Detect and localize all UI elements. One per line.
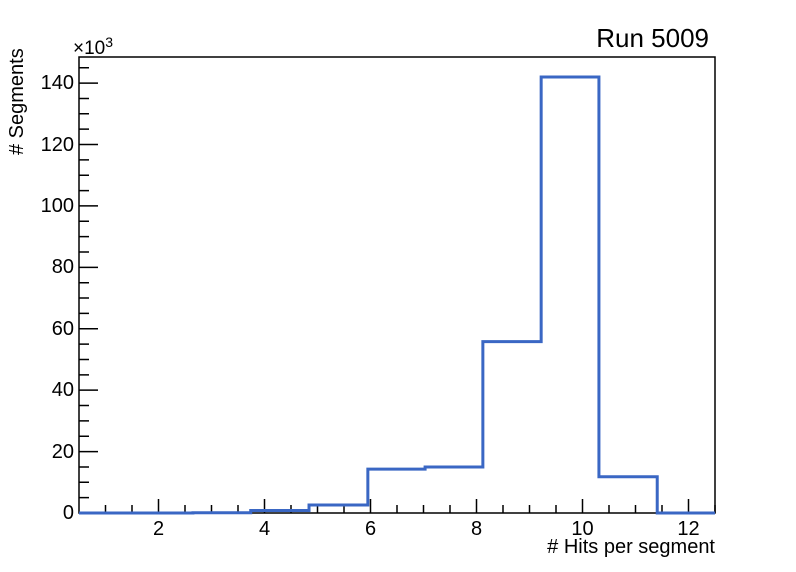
y-tick-label: 100	[40, 194, 74, 217]
y-axis-scale-label: ×103	[73, 34, 113, 59]
y-tick-label: 0	[62, 502, 74, 524]
y-tick-label: 140	[40, 72, 74, 95]
axis-ticks	[79, 66, 716, 514]
y-tick-label: 20	[51, 440, 74, 463]
x-tick-label: 12	[677, 518, 700, 540]
x-axis-title: # Hits per segment	[547, 536, 715, 558]
x-tick-label: 8	[470, 518, 483, 540]
y-axis-title: # Segments	[6, 48, 28, 155]
y-tick-label: 40	[51, 379, 74, 402]
y-tick-label: 80	[51, 256, 74, 279]
plot-title: Run 5009	[596, 23, 709, 53]
x-tick-label: 10	[571, 518, 594, 540]
scale-exponent: 3	[105, 34, 114, 50]
plot-frame	[78, 56, 716, 514]
x-tick-label: 6	[364, 518, 377, 540]
scale-base: ×10	[73, 38, 106, 59]
histogram-step-line	[79, 75, 715, 515]
x-tick-label: 2	[152, 518, 165, 540]
x-tick-label: 4	[258, 518, 271, 540]
y-tick-label: 120	[40, 133, 74, 156]
y-tick-label: 60	[51, 317, 74, 340]
